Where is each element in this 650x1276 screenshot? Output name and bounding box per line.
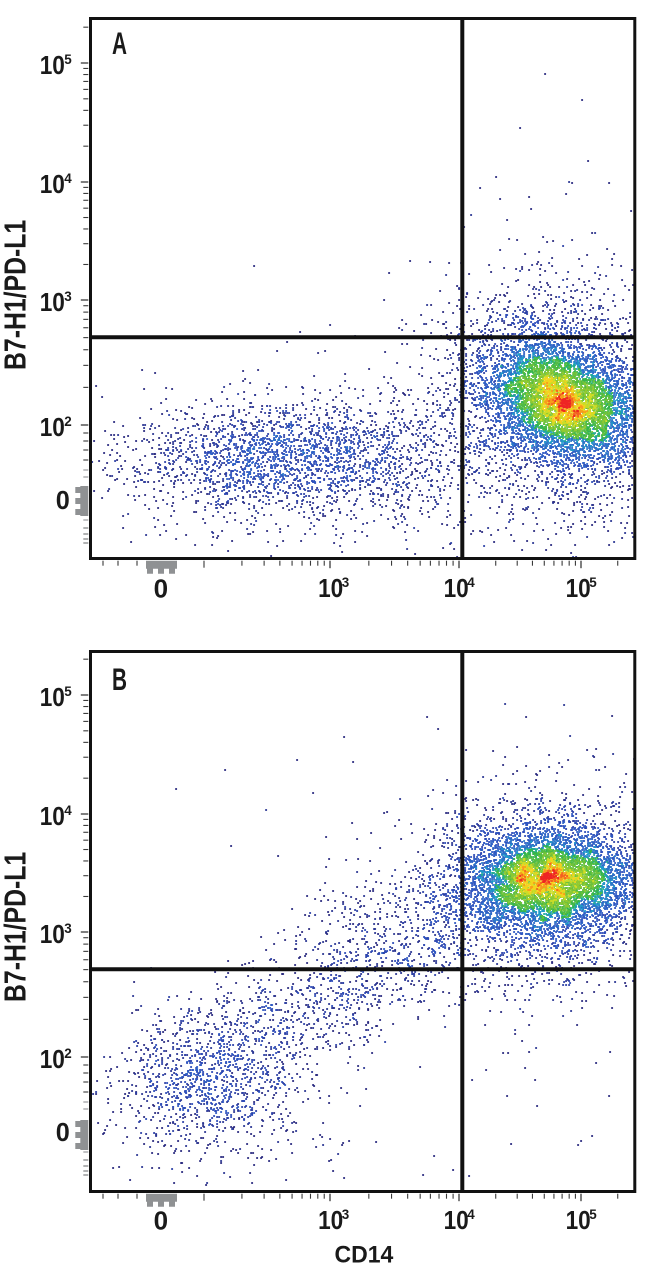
svg-text:A: A [112,26,127,61]
svg-text:B: B [112,662,127,697]
svg-text:5: 5 [589,575,597,590]
svg-text:10: 10 [40,803,65,832]
svg-text:B7-H1/PD-L1: B7-H1/PD-L1 [0,852,32,1002]
svg-text:3: 3 [342,575,350,590]
svg-text:10: 10 [318,575,343,604]
svg-text:10: 10 [40,684,65,713]
svg-text:4: 4 [467,1207,475,1222]
svg-text:10: 10 [566,1207,591,1236]
svg-text:2: 2 [64,1046,72,1061]
svg-text:3: 3 [64,921,72,936]
svg-text:CD14: CD14 [335,1241,395,1269]
svg-text:5: 5 [589,1207,597,1222]
svg-text:5: 5 [64,52,72,67]
svg-text:10: 10 [40,414,65,443]
svg-text:3: 3 [342,1207,350,1222]
svg-text:3: 3 [64,289,72,304]
svg-text:4: 4 [467,575,475,590]
svg-text:10: 10 [40,289,65,318]
svg-text:10: 10 [40,921,65,950]
svg-text:10: 10 [40,52,65,81]
svg-text:B7-H1/PD-L1: B7-H1/PD-L1 [0,220,32,370]
svg-text:2: 2 [64,414,72,429]
svg-text:10: 10 [40,1046,65,1075]
svg-text:10: 10 [40,171,65,200]
svg-text:10: 10 [444,1207,469,1236]
svg-text:10: 10 [566,575,591,604]
svg-text:0: 0 [154,574,168,604]
svg-text:5: 5 [64,684,72,699]
svg-text:0: 0 [154,1206,168,1236]
svg-text:4: 4 [64,803,72,818]
svg-text:0: 0 [56,487,70,515]
svg-text:10: 10 [444,575,469,604]
svg-text:10: 10 [318,1207,343,1236]
svg-text:0: 0 [56,1119,70,1147]
svg-text:4: 4 [64,171,72,186]
